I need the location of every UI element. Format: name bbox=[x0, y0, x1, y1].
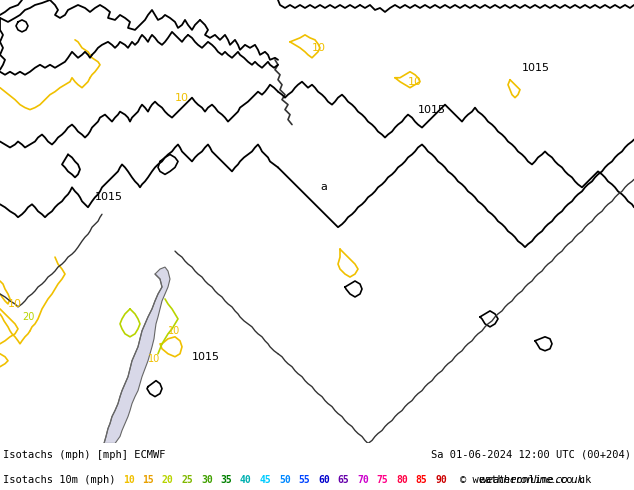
Text: 50: 50 bbox=[279, 475, 291, 485]
Text: 90: 90 bbox=[435, 475, 447, 485]
Text: Sa 01-06-2024 12:00 UTC (00+204): Sa 01-06-2024 12:00 UTC (00+204) bbox=[431, 450, 631, 460]
Text: 20: 20 bbox=[162, 475, 174, 485]
Text: 1015: 1015 bbox=[522, 63, 550, 73]
Text: 80: 80 bbox=[396, 475, 408, 485]
Text: 30: 30 bbox=[201, 475, 213, 485]
Text: 10: 10 bbox=[312, 43, 326, 53]
Text: 55: 55 bbox=[299, 475, 310, 485]
Text: weatheronline.co.uk: weatheronline.co.uk bbox=[478, 475, 584, 485]
Text: 75: 75 bbox=[377, 475, 388, 485]
Text: 10: 10 bbox=[175, 93, 189, 103]
Text: 1015: 1015 bbox=[95, 192, 123, 202]
Text: 10: 10 bbox=[123, 475, 135, 485]
Text: 10: 10 bbox=[168, 326, 180, 336]
Text: 10: 10 bbox=[408, 77, 422, 87]
Text: 20: 20 bbox=[22, 312, 34, 322]
Polygon shape bbox=[104, 267, 170, 443]
Text: 35: 35 bbox=[221, 475, 232, 485]
Text: Isotachs 10m (mph): Isotachs 10m (mph) bbox=[3, 475, 115, 485]
Text: 15: 15 bbox=[143, 475, 154, 485]
Text: a: a bbox=[320, 182, 327, 193]
Text: 40: 40 bbox=[240, 475, 252, 485]
Text: 45: 45 bbox=[259, 475, 271, 485]
Text: © weatheronline.co.uk: © weatheronline.co.uk bbox=[460, 475, 592, 485]
Text: 65: 65 bbox=[337, 475, 349, 485]
Text: Isotachs (mph) [mph] ECMWF: Isotachs (mph) [mph] ECMWF bbox=[3, 450, 165, 460]
Text: 25: 25 bbox=[181, 475, 193, 485]
Text: 10: 10 bbox=[148, 354, 160, 364]
Text: 10: 10 bbox=[8, 299, 22, 309]
Text: 70: 70 bbox=[357, 475, 369, 485]
Text: 1015: 1015 bbox=[192, 352, 220, 362]
Text: 85: 85 bbox=[415, 475, 427, 485]
Text: 1015: 1015 bbox=[418, 105, 446, 115]
Text: 60: 60 bbox=[318, 475, 330, 485]
